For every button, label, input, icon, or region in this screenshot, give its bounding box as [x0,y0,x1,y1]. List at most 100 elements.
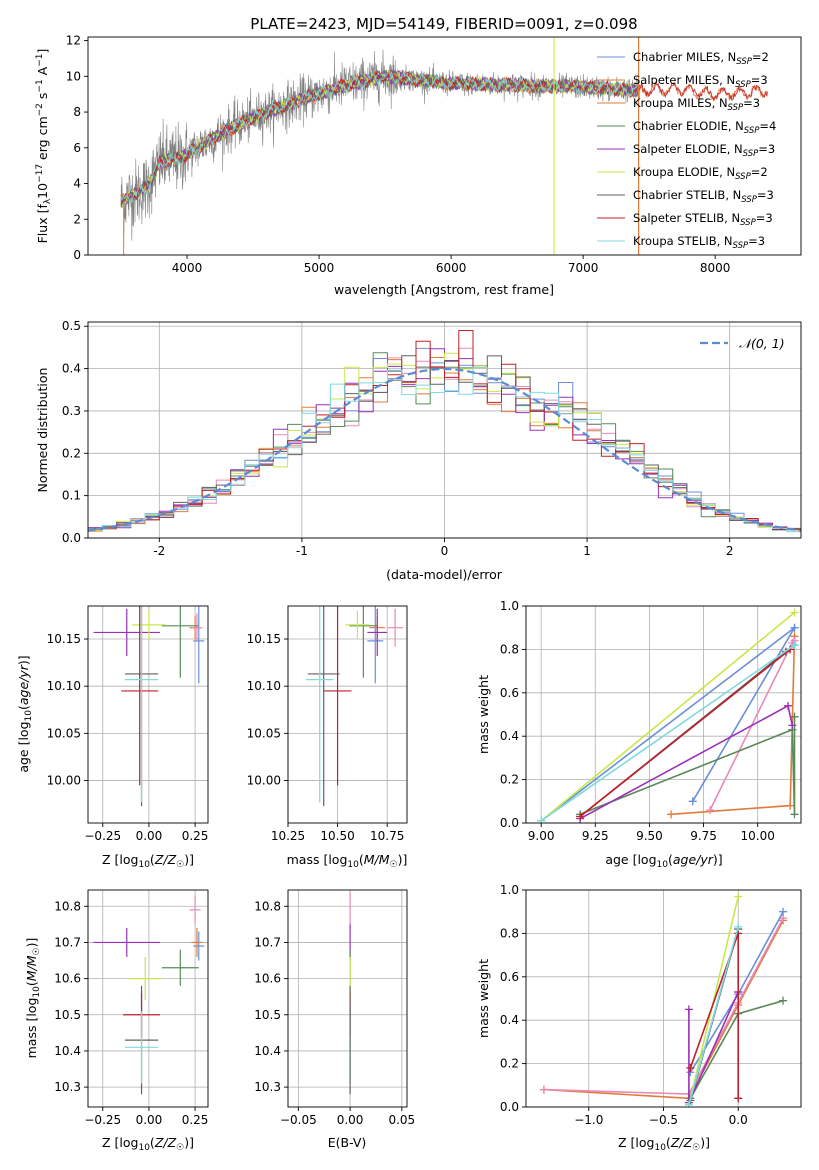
data-point [307,606,340,807]
y-tick-label: 0.8 [500,642,519,656]
x-axis-label: Z [log10(Z/Z☉)] [102,1135,194,1153]
y-tick-label: 12 [66,34,81,48]
weight-series-line [540,627,796,822]
legend-entry: Kroupa STELIB, NSSP=3 [633,234,765,251]
weight-marker [779,996,788,1005]
data-point [323,606,352,786]
axes: −1.0 −0.5 0.0 0.0 0.2 0.4 0.6 0.8 1.0 Z [log10(Z/… [476,883,802,1153]
x-tick-label: 7000 [568,261,599,275]
axes: 9.00 9.25 9.50 9.75 10.00 0.0 0.2 0.4 0.6 0.8 1.0 a… [476,599,802,870]
x-tick-label: -2 [153,544,165,558]
x-tick-label: 0.25 [182,829,209,843]
plot-weight_vs_age: 9.00 9.25 9.50 9.75 10.00 0.0 0.2 0.4 0.6 0.8 1.0 a… [476,599,802,870]
y-tick-label: 10 [66,69,81,83]
y-tick-label: 0.2 [62,446,81,460]
y-tick-label: 10.3 [254,1080,281,1094]
y-tick-label: 0.4 [500,729,519,743]
data-point [161,606,199,678]
x-axis-label: mass [log10(M/M☉)] [287,852,408,870]
x-axis-label: Z [log10(Z/Z☉)] [102,852,194,870]
y-axis-label: mass [log10(M/M☉)] [24,938,42,1059]
x-tick-label: −0.5 [649,1113,678,1127]
x-axis-label: Z [log10(Z/Z☉)] [618,1135,710,1153]
data-point [124,606,159,803]
x-tick-label: 2 [726,544,734,558]
data-layer [120,37,768,255]
y-tick-label: 10.5 [254,1008,281,1022]
y-axis-label: Normed distribution [35,368,50,493]
plot-frame [525,605,802,824]
x-axis-label: (data-model)/error [386,567,503,582]
weight-series-line [579,716,796,816]
x-tick-label: 0 [441,544,449,558]
y-tick-label: 4 [73,177,81,191]
x-tick-label: 9.50 [636,829,663,843]
x-tick-label: 4000 [172,261,203,275]
y-tick-label: 10.05 [247,726,281,740]
weight-marker [686,1063,695,1072]
plot-residuals: -2 -1 0 1 2 0.0 0.1 0.2 0.3 0.4 0.5 (data-model)/er… [35,319,802,582]
grid [88,890,208,1107]
y-tick-label: 10.7 [54,935,81,949]
y-tick-label: 1.0 [500,883,519,897]
y-tick-label: 8 [73,105,81,119]
plot-frame [525,889,802,1108]
weight-series-line [540,611,796,822]
weight-marker [790,712,799,721]
y-tick-label: 0 [73,248,81,262]
data-point [387,608,404,647]
data-point [161,949,199,986]
weight-marker [790,623,799,632]
y-tick-label: 10.15 [247,632,281,646]
data-point [93,927,160,957]
weight-marker [734,922,743,931]
y-tick-label: 10.10 [47,679,81,693]
y-tick-label: 10.4 [254,1044,281,1058]
data-layer [539,892,788,1107]
legend: Chabrier MILES, NSSP=2 Salpeter MILES, NS… [597,50,776,251]
y-tick-label: 0.6 [500,686,519,700]
axes: 10.25 10.50 10.75 10.00 10.05 10.10 10.15 mass … [247,605,408,870]
x-tick-label: -1 [296,544,308,558]
figure-title: PLATE=2423, MJD=54149, FIBERID=0091, z=0… [250,15,637,33]
weight-marker [539,1085,548,1094]
residual-histogram [88,367,801,533]
data-point [367,608,388,657]
x-tick-label: 1 [583,544,591,558]
plot-frame [287,889,408,1108]
legend-entry: 𝒩(0, 1) [739,336,785,351]
spectrum-model-line [120,69,641,207]
weight-marker [779,907,788,916]
legend-entry: Salpeter MILES, NSSP=3 [633,73,768,90]
y-tick-label: 0.0 [500,1100,519,1114]
weight-marker [784,701,793,710]
x-tick-label: 0.0 [729,1113,748,1127]
data-point [132,610,166,640]
weight-marker [684,1005,693,1014]
y-tick-label: 10.8 [54,899,81,913]
spectrum-model-line [120,69,768,205]
y-tick-label: 10.7 [254,935,281,949]
weight-marker [734,1094,743,1103]
data-layer [305,606,404,807]
plot-frame [87,36,802,256]
plot-spectrum: 4000 5000 6000 7000 8000 0 2 4 6 8 10 12 wavelength … [35,34,802,297]
data-point [367,606,384,684]
y-tick-label: 10.5 [54,1008,81,1022]
y-tick-label: 0.4 [500,1013,519,1027]
y-tick-label: 10.10 [247,679,281,693]
x-tick-label: 6000 [436,261,467,275]
weight-series-line [688,926,739,1106]
y-tick-label: 10.6 [54,972,81,986]
grid [526,889,801,1108]
y-tick-label: 0.0 [62,531,81,545]
x-tick-label: 0.00 [136,829,163,843]
weight-series-line [540,644,795,822]
data-point [191,613,203,642]
data-point [193,931,205,961]
y-tick-label: 10.05 [47,726,81,740]
y-tick-label: 10.00 [247,774,281,788]
y-tick-label: 0.6 [500,970,519,984]
data-layer [93,606,205,807]
